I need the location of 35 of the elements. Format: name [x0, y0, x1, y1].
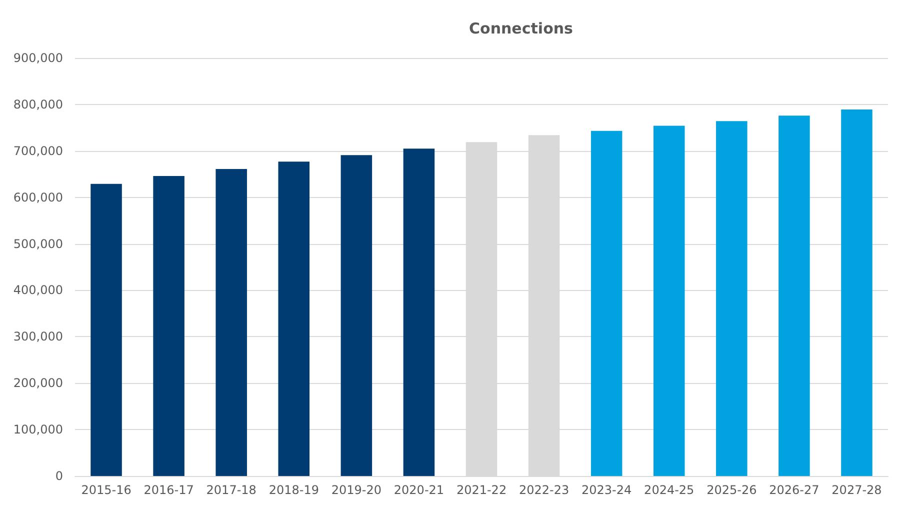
- bar: [403, 148, 435, 476]
- x-tick-label: 2025-26: [706, 483, 757, 497]
- y-tick-label: 600,000: [13, 190, 63, 204]
- x-tick-label: 2020-21: [394, 483, 444, 497]
- chart-title: Connections: [469, 20, 574, 38]
- x-tick-label: 2023-24: [582, 483, 632, 497]
- bar: [340, 155, 372, 476]
- x-tick-label: 2024-25: [644, 483, 694, 497]
- x-tick-label: 2015-16: [81, 483, 132, 497]
- x-tick-label: 2018-19: [268, 483, 319, 497]
- x-tick-label: 2027-28: [832, 483, 882, 497]
- y-tick-label: 500,000: [13, 236, 63, 251]
- y-tick-label: 300,000: [13, 330, 63, 344]
- x-tick-label: 2017-18: [206, 483, 256, 497]
- y-tick-label: 900,000: [13, 51, 63, 65]
- bar: [153, 176, 184, 476]
- y-tick-label: 800,000: [13, 97, 63, 112]
- bar: [778, 116, 810, 476]
- bar: [716, 121, 748, 476]
- y-tick-label: 100,000: [13, 422, 63, 437]
- y-tick-label: 700,000: [13, 144, 63, 158]
- y-tick-label: 200,000: [13, 376, 63, 390]
- y-tick-label: 400,000: [13, 283, 63, 298]
- bar: [590, 130, 622, 476]
- bar: [841, 110, 872, 476]
- x-tick-label: 2026-27: [769, 483, 820, 497]
- bar: [90, 184, 122, 476]
- x-tick-label: 2022-23: [518, 483, 570, 497]
- bar: [653, 126, 685, 476]
- y-tick-label: 0: [55, 469, 63, 483]
- x-tick-label: 2016-17: [144, 483, 194, 497]
- bar: [216, 169, 247, 476]
- x-tick-label: 2019-20: [331, 483, 382, 497]
- x-tick-label: 2021-22: [456, 483, 507, 497]
- bar: [278, 162, 310, 476]
